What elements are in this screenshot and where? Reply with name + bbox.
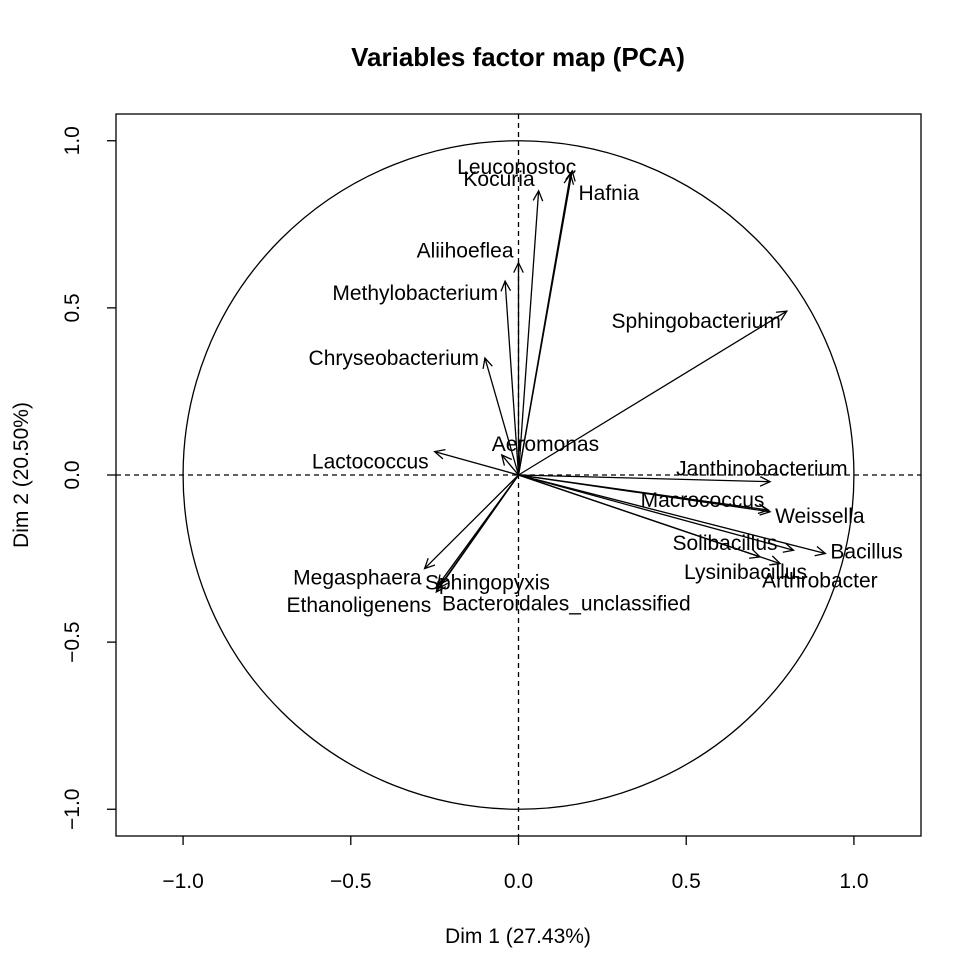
arrow-chryseobacterium [484, 357, 520, 476]
arrowhead-lactococcus [433, 449, 446, 460]
arrow-janthinobacterium [518, 474, 771, 483]
arrowhead-hafnia [563, 172, 575, 185]
x-axis-label: Dim 1 (27.43%) [445, 925, 591, 948]
x-tick-label: 0.5 [672, 870, 701, 893]
label-kocuria: Kocuria [463, 168, 535, 191]
label-lactococcus: Lactococcus [312, 451, 429, 474]
variable-aeromonas: Aeromonas [492, 433, 599, 476]
arrowhead-solibacillus [782, 542, 795, 553]
arrowhead-megasphaera [423, 557, 436, 570]
label-sphingopyxis: Sphingopyxis [425, 571, 550, 594]
label-chryseobacterium: Chryseobacterium [309, 347, 479, 370]
arrowhead-janthinobacterium [759, 476, 772, 487]
arrow-bacillus [518, 474, 826, 555]
arrow-kocuria [517, 190, 540, 476]
label-bacteroidales-unclassified: Bacteroidales_unclassified [442, 593, 691, 616]
arrow-megasphaera [424, 474, 519, 570]
arrowhead-bacillus [814, 545, 827, 557]
label-leuconostoc: Leuconostoc [457, 156, 576, 179]
arrowhead-aliihoeflea [513, 261, 524, 273]
variable-solibacillus: Solibacillus [518, 474, 795, 555]
arrow-arthrobacter [518, 474, 781, 565]
variable-leuconostoc: Leuconostoc [457, 156, 576, 476]
arrow-hafnia [517, 174, 572, 476]
variable-bacteroidales-unclassified: Bacteroidales_unclassified [437, 474, 691, 616]
variable-bacillus: Bacillus [518, 474, 903, 564]
y-tick-label: −0.5 [61, 621, 84, 662]
arrowhead-ethanoligenens [435, 581, 447, 594]
arrowhead-bacteroidales-unclassified [437, 577, 448, 590]
label-sphingobacterium: Sphingobacterium [612, 310, 781, 333]
arrow-aeromonas [501, 454, 519, 476]
arrowhead-kocuria [532, 189, 544, 202]
label-ethanoligenens: Ethanoligenens [287, 594, 432, 617]
arrowhead-weissella [759, 505, 772, 516]
x-tick-label: −0.5 [330, 870, 371, 893]
x-tick-label: −1.0 [162, 870, 203, 893]
variable-lactococcus: Lactococcus [312, 449, 519, 476]
variable-weissella: Weissella [518, 474, 865, 528]
label-methylobacterium: Methylobacterium [332, 282, 498, 305]
variable-arthrobacter: Arthrobacter [518, 474, 878, 593]
arrowhead-arthrobacter [769, 555, 782, 566]
label-solibacillus: Solibacillus [672, 532, 777, 555]
y-tick-label: 0.5 [61, 293, 84, 322]
variable-kocuria: Kocuria [463, 168, 544, 476]
label-lysinibacillus: Lysinibacillus [684, 561, 807, 584]
x-tick-label: 1.0 [839, 870, 868, 893]
variable-megasphaera: Megasphaera [293, 474, 519, 590]
arrow-lactococcus [434, 450, 519, 476]
variable-sphingobacterium: Sphingobacterium [518, 310, 789, 476]
arrowhead-methylobacterium [500, 279, 512, 292]
arrowhead-aeromonas [500, 453, 513, 466]
variable-methylobacterium: Methylobacterium [332, 279, 520, 476]
x-tick-label: 0.0 [504, 870, 533, 893]
y-tick-label: 0.0 [61, 460, 84, 489]
label-aliihoeflea: Aliihoeflea [417, 240, 514, 263]
variable-janthinobacterium: Janthinobacterium [518, 458, 848, 487]
arrow-bacteroidales-unclassified [437, 474, 520, 590]
variable-hafnia: Hafnia [517, 172, 640, 476]
label-aeromonas: Aeromonas [492, 433, 599, 456]
arrowhead-chryseobacterium [482, 356, 493, 369]
variable-aliihoeflea: Aliihoeflea [417, 240, 524, 475]
label-janthinobacterium: Janthinobacterium [676, 458, 848, 481]
label-weissella: Weissella [775, 505, 865, 528]
label-hafnia: Hafnia [578, 182, 639, 205]
arrow-solibacillus [518, 474, 794, 551]
label-arthrobacter: Arthrobacter [762, 570, 878, 593]
arrow-weissella [518, 474, 771, 513]
variable-sphingopyxis: Sphingopyxis [425, 474, 550, 594]
y-tick-label: 1.0 [61, 126, 84, 155]
y-tick-label: −1.0 [61, 789, 84, 830]
label-bacillus: Bacillus [830, 541, 902, 564]
arrow-methylobacterium [504, 281, 520, 476]
arrowhead-sphingobacterium [775, 310, 789, 321]
label-megasphaera: Megasphaera [293, 567, 422, 590]
axis-ticks: −1.0 −0.5 0.0 0.5 1.0 −1.0 −0.5 0.0 0.5 1.0 [61, 126, 869, 893]
correlation-circle [182, 140, 855, 810]
arrow-sphingobacterium [518, 310, 788, 476]
variable-chryseobacterium: Chryseobacterium [309, 347, 520, 476]
chart-title: Variables factor map (PCA) [351, 42, 685, 72]
y-axis-label: Dim 2 (20.50%) [10, 402, 33, 548]
